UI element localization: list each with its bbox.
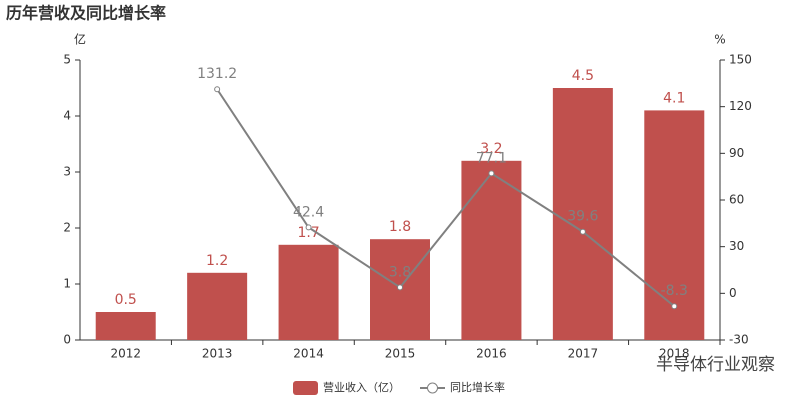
- y2-tick-label: 30: [729, 239, 744, 253]
- bar-value-label: 1.2: [206, 253, 228, 269]
- x-tick-label: 2012: [110, 347, 141, 361]
- line-value-label: 3.8: [389, 264, 411, 280]
- x-tick-label: 2015: [385, 347, 416, 361]
- line-point: [579, 228, 586, 235]
- line-point: [214, 86, 221, 93]
- line-value-label: 131.2: [197, 66, 237, 82]
- line-point: [671, 303, 678, 310]
- y2-tick-label: 120: [729, 99, 752, 113]
- bar: [552, 88, 613, 340]
- bar: [461, 160, 522, 340]
- line-value-label: 77.1: [476, 150, 507, 166]
- y-tick-label: 0: [63, 333, 71, 347]
- y-axis-label: 亿: [74, 32, 86, 47]
- legend-swatch: [293, 381, 318, 395]
- bar-value-label: 0.5: [115, 292, 137, 308]
- line-point: [488, 170, 495, 177]
- line-value-label: -8.3: [661, 283, 688, 299]
- bar: [644, 110, 705, 341]
- line-value-label: 42.4: [293, 204, 324, 220]
- y-tick-label: 4: [63, 109, 71, 123]
- y2-tick-label: 60: [729, 193, 744, 207]
- bar-value-label: 1.8: [389, 219, 411, 235]
- x-tick-label: 2014: [293, 347, 324, 361]
- watermark: 半导体行业观察: [656, 355, 775, 375]
- bar: [95, 312, 156, 340]
- x-tick-label: 2016: [476, 347, 507, 361]
- y2-tick-label: 90: [729, 146, 744, 160]
- x-tick-label: 2017: [568, 347, 599, 361]
- legend-label: 同比增长率: [450, 380, 505, 394]
- legend-label: 营业收入（亿）: [323, 380, 400, 394]
- line-point: [397, 284, 403, 291]
- line-value-label: 39.6: [567, 209, 598, 225]
- bar-value-label: 4.1: [663, 90, 685, 106]
- y2-tick-label: 0: [729, 286, 737, 300]
- line: [216, 88, 675, 308]
- y-tick-label: 2: [63, 221, 71, 235]
- line-point: [305, 224, 312, 231]
- legend-swatch: [427, 382, 438, 394]
- bar-value-label: 4.5: [572, 68, 594, 84]
- y2-tick-label: -30: [729, 333, 749, 347]
- bar: [187, 272, 248, 340]
- bar-value-label: 3.2: [480, 141, 502, 157]
- chart-title: 历年营收及同比增长率: [6, 4, 166, 23]
- y2-tick-label: 150: [729, 53, 752, 67]
- y-tick-label: 3: [63, 165, 71, 179]
- y-tick-label: 5: [63, 53, 71, 67]
- y2-axis-label: %: [714, 33, 725, 47]
- y-tick-label: 1: [63, 277, 71, 291]
- bar-value-label: 1.7: [297, 225, 319, 241]
- x-tick-label: 2018: [659, 347, 690, 361]
- x-tick-label: 2013: [202, 347, 233, 361]
- bar: [278, 244, 339, 340]
